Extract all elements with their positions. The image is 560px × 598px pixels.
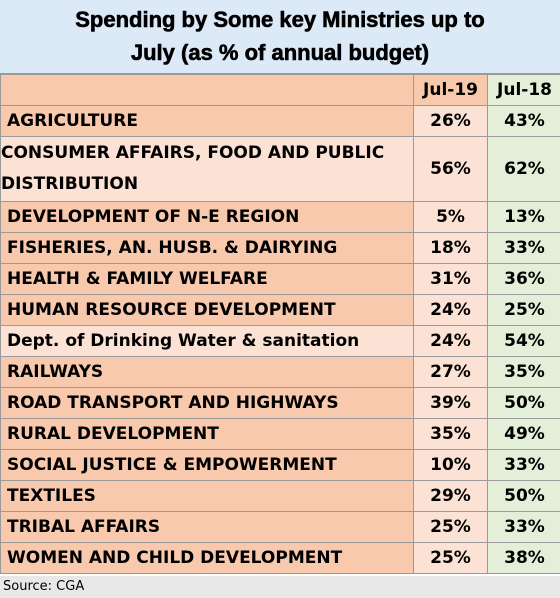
- value-jul-19: 24%: [413, 325, 488, 357]
- table-row: TEXTILES 29% 50%: [0, 480, 560, 512]
- value-jul-18: 62%: [487, 136, 560, 202]
- title-line-2: July (as % of annual budget): [130, 40, 430, 66]
- column-header-jul-19: Jul-19: [413, 74, 488, 106]
- value-jul-18: 38%: [487, 542, 560, 574]
- table-row: HUMAN RESOURCE DEVELOPMENT 24% 25%: [0, 294, 560, 326]
- table-row: DEVELOPMENT OF N-E REGION 5% 13%: [0, 201, 560, 233]
- table-row: CONSUMER AFFAIRS, FOOD AND PUBLIC DISTRI…: [0, 136, 560, 202]
- value-jul-18: 50%: [487, 387, 560, 419]
- ministry-name: DEVELOPMENT OF N-E REGION: [0, 201, 414, 233]
- ministry-name: RURAL DEVELOPMENT: [0, 418, 414, 450]
- value-jul-18: 35%: [487, 356, 560, 388]
- table-title: Spending by Some key Ministries up to Ju…: [0, 0, 560, 74]
- ministry-name: RAILWAYS: [0, 356, 414, 388]
- value-jul-19: 39%: [413, 387, 488, 419]
- header-name-cell: [0, 74, 414, 106]
- ministry-name: CONSUMER AFFAIRS, FOOD AND PUBLIC DISTRI…: [0, 136, 414, 202]
- source-note: Source: CGA: [0, 576, 560, 598]
- ministry-name: Dept. of Drinking Water & sanitation: [0, 325, 414, 357]
- value-jul-19: 31%: [413, 263, 488, 295]
- value-jul-19: 18%: [413, 232, 488, 264]
- value-jul-19: 25%: [413, 542, 488, 574]
- table-row: RAILWAYS 27% 35%: [0, 356, 560, 388]
- value-jul-19: 35%: [413, 418, 488, 450]
- ministry-name: FISHERIES, AN. HUSB. & DAIRYING: [0, 232, 414, 264]
- table-row: FISHERIES, AN. HUSB. & DAIRYING 18% 33%: [0, 232, 560, 264]
- value-jul-19: 27%: [413, 356, 488, 388]
- value-jul-18: 49%: [487, 418, 560, 450]
- value-jul-18: 36%: [487, 263, 560, 295]
- value-jul-18: 25%: [487, 294, 560, 326]
- value-jul-18: 33%: [487, 449, 560, 481]
- value-jul-19: 56%: [413, 136, 488, 202]
- value-jul-19: 29%: [413, 480, 488, 512]
- value-jul-18: 13%: [487, 201, 560, 233]
- value-jul-19: 25%: [413, 511, 488, 543]
- header-row: Jul-19 Jul-18: [0, 74, 560, 106]
- table-row: SOCIAL JUSTICE & EMPOWERMENT 10% 33%: [0, 449, 560, 481]
- value-jul-18: 43%: [487, 105, 560, 137]
- ministry-name: WOMEN AND CHILD DEVELOPMENT: [0, 542, 414, 574]
- value-jul-19: 24%: [413, 294, 488, 326]
- table-row: TRIBAL AFFAIRS 25% 33%: [0, 511, 560, 543]
- ministry-name: ROAD TRANSPORT AND HIGHWAYS: [0, 387, 414, 419]
- ministry-name: AGRICULTURE: [0, 105, 414, 137]
- value-jul-19: 26%: [413, 105, 488, 137]
- value-jul-18: 54%: [487, 325, 560, 357]
- value-jul-18: 33%: [487, 511, 560, 543]
- spending-table: Jul-19 Jul-18 AGRICULTURE 26% 43% CONSUMER …: [0, 74, 560, 574]
- ministry-name: HEALTH & FAMILY WELFARE: [0, 263, 414, 295]
- ministry-name: HUMAN RESOURCE DEVELOPMENT: [0, 294, 414, 326]
- ministry-name: SOCIAL JUSTICE & EMPOWERMENT: [0, 449, 414, 481]
- ministry-name: TEXTILES: [0, 480, 414, 512]
- table-row: Dept. of Drinking Water & sanitation 24% 5…: [0, 325, 560, 357]
- table-row: ROAD TRANSPORT AND HIGHWAYS 39% 50%: [0, 387, 560, 419]
- value-jul-19: 5%: [413, 201, 488, 233]
- ministry-name: TRIBAL AFFAIRS: [0, 511, 414, 543]
- table-body: Jul-19 Jul-18 AGRICULTURE 26% 43% CONSUMER …: [0, 74, 560, 574]
- table-row: AGRICULTURE 26% 43%: [0, 105, 560, 137]
- table-row: HEALTH & FAMILY WELFARE 31% 36%: [0, 263, 560, 295]
- value-jul-19: 10%: [413, 449, 488, 481]
- title-line-1: Spending by Some key Ministries up to: [75, 7, 485, 33]
- value-jul-18: 33%: [487, 232, 560, 264]
- table-row: WOMEN AND CHILD DEVELOPMENT 25% 38%: [0, 542, 560, 574]
- value-jul-18: 50%: [487, 480, 560, 512]
- column-header-jul-18: Jul-18: [487, 74, 560, 106]
- table-row: RURAL DEVELOPMENT 35% 49%: [0, 418, 560, 450]
